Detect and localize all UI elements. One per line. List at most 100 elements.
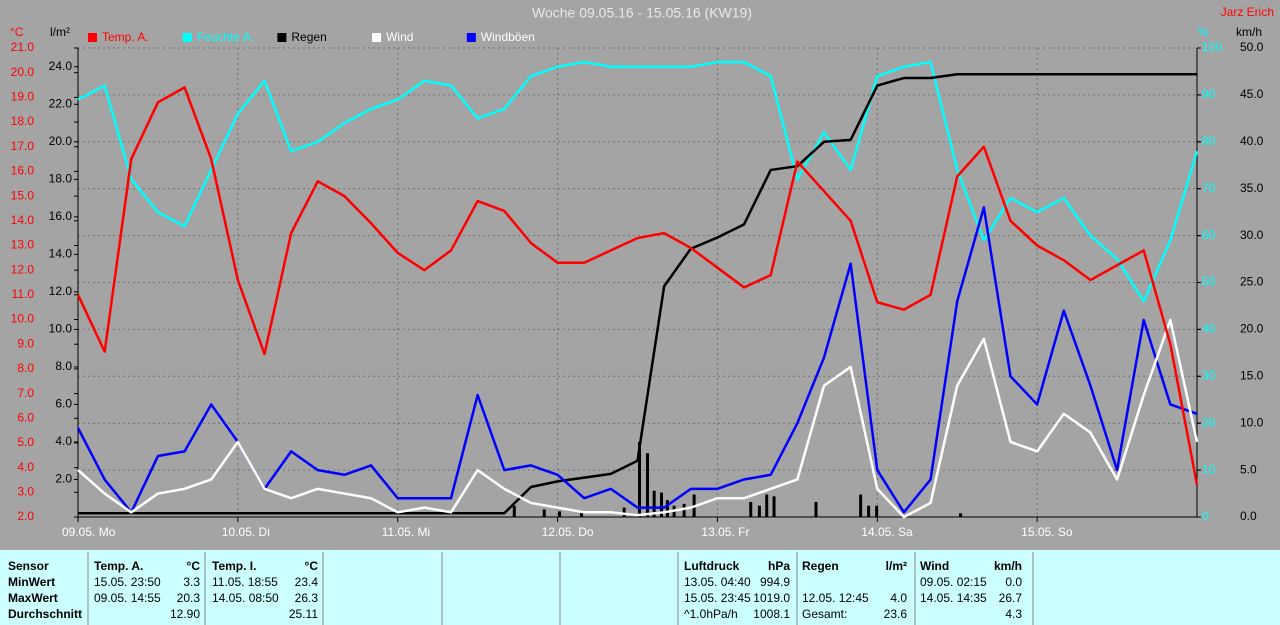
- stats-header: Wind: [920, 559, 949, 573]
- author: Jarz Erich: [1221, 5, 1274, 19]
- stats-value: 1008.1: [753, 607, 790, 621]
- x-tick-label: 12.05. Do: [542, 525, 594, 539]
- y-tick-label: 10.0: [1240, 415, 1264, 429]
- legend-label: Temp. A.: [102, 30, 149, 44]
- stats-value: 0.0: [1005, 575, 1022, 589]
- y-tick-label: 12.0: [11, 262, 35, 276]
- rain-bar: [875, 505, 879, 517]
- y-tick-label: 25.0: [1240, 275, 1264, 289]
- stats-time: ^1.0hPa/h: [684, 607, 738, 621]
- legend-label: Wind: [386, 30, 413, 44]
- rain-bar: [757, 505, 761, 517]
- rain-bar: [959, 513, 963, 517]
- y-tick-label: 13.0: [11, 238, 35, 252]
- rain-bar: [580, 511, 584, 517]
- x-tick-label: 10.05. Di: [222, 525, 270, 539]
- stats-unit: °C: [305, 559, 319, 573]
- x-tick-label: 11.05. Mi: [382, 525, 430, 539]
- rain-bar: [814, 501, 818, 517]
- axis-unit: %: [1198, 25, 1209, 39]
- stats-header: Luftdruck: [684, 559, 740, 573]
- stats-time: 15.05. 23:45: [684, 591, 751, 605]
- stats-value: 20.3: [177, 591, 201, 605]
- rain-bar: [765, 494, 769, 517]
- stats-value: 23.4: [295, 575, 319, 589]
- y-tick-label: 70: [1202, 181, 1216, 195]
- y-tick-label: 5.0: [1240, 462, 1257, 476]
- rain-bar: [622, 507, 626, 517]
- rain-bar: [659, 492, 663, 517]
- chart-title: Woche 09.05.16 - 15.05.16 (KW19): [532, 5, 752, 21]
- y-tick-label: 6.0: [17, 410, 34, 424]
- stats-time: 14.05. 14:35: [920, 591, 987, 605]
- rain-bar: [749, 501, 753, 517]
- stats-time: 09.05. 14:55: [94, 591, 161, 605]
- rain-bar: [859, 494, 863, 517]
- stats-value: 994.9: [760, 575, 790, 589]
- y-tick-label: 4.0: [17, 460, 34, 474]
- y-tick-label: 100: [1202, 40, 1222, 54]
- y-tick-label: 18.0: [11, 114, 35, 128]
- stats-time: 13.05. 04:40: [684, 575, 751, 589]
- x-tick-label: 09.05. Mo: [62, 525, 116, 539]
- rain-bar: [645, 453, 649, 517]
- rain-bar: [682, 503, 686, 517]
- stats-time: 14.05. 08:50: [212, 591, 279, 605]
- stats-value: 12.90: [170, 607, 200, 621]
- y-tick-label: 60: [1202, 228, 1216, 242]
- stats-value: 4.3: [1005, 607, 1022, 621]
- y-tick-label: 0.0: [1240, 509, 1257, 523]
- y-tick-label: 9.0: [17, 336, 34, 350]
- stats-header: Temp. A.: [94, 559, 143, 573]
- y-tick-label: 5.0: [17, 435, 34, 449]
- legend-label: Windböen: [481, 30, 535, 44]
- stats-row-label: Durchschnitt: [8, 607, 82, 621]
- y-tick-label: 16.0: [11, 164, 35, 178]
- stats-time: Gesamt:: [802, 607, 847, 621]
- y-tick-label: 80: [1202, 134, 1216, 148]
- y-tick-label: 11.0: [12, 287, 35, 301]
- y-tick-label: 12.0: [49, 284, 73, 298]
- stats-time: 15.05. 23:50: [94, 575, 161, 589]
- stats-time: 12.05. 12:45: [802, 591, 869, 605]
- legend-swatch: [466, 33, 476, 42]
- y-tick-label: 14.0: [11, 213, 35, 227]
- series-line: [77, 318, 1199, 519]
- y-tick-label: 17.0: [11, 139, 35, 153]
- legend-label: Feuchte A.: [197, 30, 254, 44]
- stats-value: 3.3: [183, 575, 200, 589]
- stats-time: 11.05. 18:55: [212, 575, 278, 589]
- legend-swatch: [277, 33, 287, 42]
- x-tick-label: 15.05. So: [1021, 525, 1073, 539]
- y-tick-label: 50.0: [1240, 40, 1264, 54]
- stats-value: 1019.0: [753, 591, 790, 605]
- stats-value: 26.7: [999, 591, 1023, 605]
- y-tick-label: 0: [1202, 509, 1209, 523]
- rain-bar: [637, 441, 641, 517]
- stats-unit: l/m²: [886, 559, 907, 573]
- axis-unit: l/m²: [50, 25, 70, 39]
- stats-value: 26.3: [295, 591, 319, 605]
- stats-unit: km/h: [994, 559, 1022, 573]
- legend-swatch: [88, 33, 97, 42]
- stats-panel: [0, 550, 1280, 625]
- y-tick-label: 18.0: [49, 171, 73, 185]
- y-tick-label: 8.0: [17, 361, 34, 375]
- rain-bar: [772, 496, 776, 517]
- stats-header: Regen: [802, 559, 839, 573]
- x-tick-label: 14.05. Sa: [861, 525, 913, 539]
- series-line: [77, 60, 1199, 303]
- rain-bar: [558, 511, 562, 517]
- stats-value: 4.0: [890, 591, 907, 605]
- stats-time: 09.05. 02:15: [920, 575, 987, 589]
- y-tick-label: 2.0: [17, 509, 34, 523]
- y-tick-label: 50: [1202, 275, 1216, 289]
- legend-swatch: [372, 33, 382, 42]
- stats-unit: hPa: [768, 559, 790, 573]
- y-tick-label: 3.0: [17, 484, 34, 498]
- y-tick-label: 22.0: [49, 96, 73, 110]
- y-tick-label: 40.0: [1240, 134, 1264, 148]
- y-tick-label: 6.0: [55, 397, 72, 411]
